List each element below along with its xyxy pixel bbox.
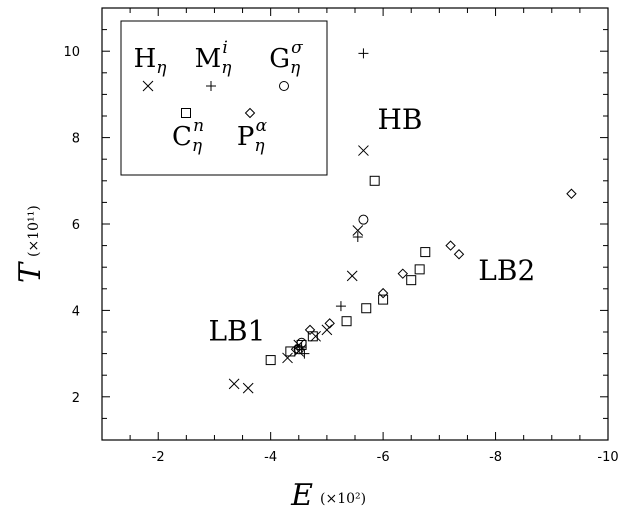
data-point-h	[228, 378, 240, 390]
legend-marker-m	[206, 81, 216, 91]
data-point-c	[378, 294, 389, 305]
x-tick-label: -8	[489, 450, 502, 465]
data-point-m	[335, 301, 346, 312]
y-tick-label: 8	[72, 132, 80, 147]
legend-label-h: Hη	[134, 44, 168, 78]
data-point-h	[242, 382, 254, 394]
data-point-h	[352, 225, 364, 236]
data-point-p	[377, 287, 389, 299]
x-tick-label: -6	[377, 450, 390, 465]
data-point-c	[265, 355, 276, 366]
data-point-c	[296, 339, 307, 350]
x-tick-label: -4	[264, 450, 277, 465]
data-point-c	[420, 247, 431, 258]
data-point-p	[445, 240, 456, 251]
data-point-c	[361, 303, 372, 314]
annotation-lb1: LB1	[208, 315, 265, 348]
y-axis-label: T (×10¹¹)	[13, 205, 48, 283]
data-point-h	[358, 145, 369, 156]
y-tick-label: 2	[72, 391, 80, 406]
axis-tick-labels: -2 -4 -6 -8 -10 2 4 6 8 10	[63, 45, 618, 465]
legend-label-c: Cηn	[172, 116, 204, 156]
legend-marker-g	[279, 81, 289, 91]
region-annotations: HB LB1 LB2	[208, 103, 535, 348]
data-point-p	[324, 318, 335, 329]
legend-marker-p	[244, 107, 256, 119]
legend-label-m: Mηi	[195, 38, 233, 78]
data-point-p	[290, 344, 302, 355]
legend-marker-c	[181, 108, 191, 118]
data-point-p	[453, 249, 465, 260]
legend-marker-h	[142, 80, 154, 92]
x-tick-label: -10	[597, 450, 618, 465]
data-point-c	[369, 175, 380, 186]
data-point-c	[285, 346, 296, 357]
legend: Hη Mηi Gησ Cηn Pηα	[134, 38, 304, 156]
annotation-lb2: LB2	[478, 254, 535, 287]
data-point-h	[282, 352, 293, 364]
legend-box	[120, 20, 328, 176]
data-point-h	[346, 270, 358, 282]
data-point-p	[304, 324, 316, 336]
data-point-h	[310, 330, 321, 342]
y-axis-title: T	[13, 261, 48, 283]
x-axis-unit: (×10²)	[320, 491, 366, 507]
data-point-c	[414, 264, 425, 275]
data-point-h	[321, 324, 333, 336]
data-point-c	[406, 275, 417, 286]
data-point-m	[352, 231, 363, 242]
data-point-m	[358, 48, 369, 59]
x-tick-label: -2	[152, 450, 165, 465]
data-point-p	[566, 188, 577, 199]
annotation-hb: HB	[377, 103, 422, 136]
y-tick-label: 6	[72, 218, 80, 233]
y-tick-label: 4	[72, 304, 80, 319]
data-point-g	[358, 214, 369, 225]
x-axis-title: E	[290, 478, 313, 513]
legend-label-p: Pηα	[237, 116, 268, 156]
legend-label-g: Gησ	[269, 38, 303, 78]
data-point-p	[397, 268, 408, 279]
y-tick-label: 10	[63, 45, 80, 60]
y-axis-unit: (×10¹¹)	[26, 205, 42, 257]
data-point-c	[341, 316, 352, 327]
axis-ticks	[101, 7, 609, 441]
x-axis-label: E (×10²)	[290, 478, 366, 513]
data-points	[228, 48, 577, 394]
